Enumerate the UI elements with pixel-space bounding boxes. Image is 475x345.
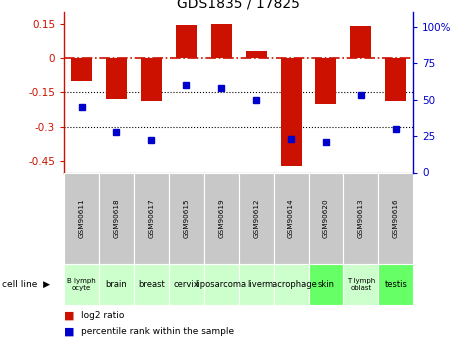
Bar xyxy=(176,25,197,58)
Bar xyxy=(274,264,309,305)
Bar xyxy=(274,172,309,264)
Bar xyxy=(211,23,232,58)
Text: B lymph
ocyte: B lymph ocyte xyxy=(67,278,96,291)
Bar xyxy=(204,264,238,305)
Bar xyxy=(169,172,204,264)
Bar xyxy=(343,264,379,305)
Bar xyxy=(238,172,274,264)
Bar xyxy=(309,264,343,305)
Bar xyxy=(169,264,204,305)
Text: GSM90612: GSM90612 xyxy=(253,198,259,238)
Bar xyxy=(64,172,99,264)
Text: GSM90614: GSM90614 xyxy=(288,198,294,238)
Text: GSM90615: GSM90615 xyxy=(183,198,190,238)
Text: brain: brain xyxy=(105,280,127,289)
Bar xyxy=(204,172,238,264)
Text: cell line  ▶: cell line ▶ xyxy=(2,280,50,289)
Bar xyxy=(134,172,169,264)
Bar xyxy=(71,58,92,81)
Text: skin: skin xyxy=(317,280,334,289)
Bar xyxy=(385,58,406,101)
Text: cervix: cervix xyxy=(173,280,199,289)
Bar xyxy=(141,58,162,101)
Title: GDS1835 / 17825: GDS1835 / 17825 xyxy=(177,0,300,11)
Text: breast: breast xyxy=(138,280,165,289)
Bar xyxy=(315,58,336,104)
Text: GSM90616: GSM90616 xyxy=(393,198,399,238)
Bar xyxy=(134,264,169,305)
Text: liposarcoma: liposarcoma xyxy=(196,280,247,289)
Bar xyxy=(64,264,99,305)
Bar xyxy=(99,172,134,264)
Bar xyxy=(238,264,274,305)
Text: GSM90618: GSM90618 xyxy=(114,198,120,238)
Text: liver: liver xyxy=(247,280,266,289)
Text: GSM90620: GSM90620 xyxy=(323,198,329,238)
Text: ■: ■ xyxy=(64,326,75,336)
Bar xyxy=(309,172,343,264)
Bar xyxy=(379,264,413,305)
Text: macrophage: macrophage xyxy=(265,280,317,289)
Bar xyxy=(106,58,127,99)
Text: T lymph
oblast: T lymph oblast xyxy=(347,278,375,291)
Text: GSM90619: GSM90619 xyxy=(218,198,224,238)
Bar xyxy=(99,264,134,305)
Text: testis: testis xyxy=(384,280,407,289)
Bar xyxy=(246,51,266,58)
Text: GSM90617: GSM90617 xyxy=(148,198,154,238)
Text: ■: ■ xyxy=(64,311,75,321)
Text: GSM90611: GSM90611 xyxy=(78,198,85,238)
Text: GSM90613: GSM90613 xyxy=(358,198,364,238)
Text: log2 ratio: log2 ratio xyxy=(81,311,124,320)
Text: percentile rank within the sample: percentile rank within the sample xyxy=(81,327,234,336)
Bar xyxy=(343,172,379,264)
Bar xyxy=(281,58,302,166)
Bar xyxy=(351,26,371,58)
Bar xyxy=(379,172,413,264)
